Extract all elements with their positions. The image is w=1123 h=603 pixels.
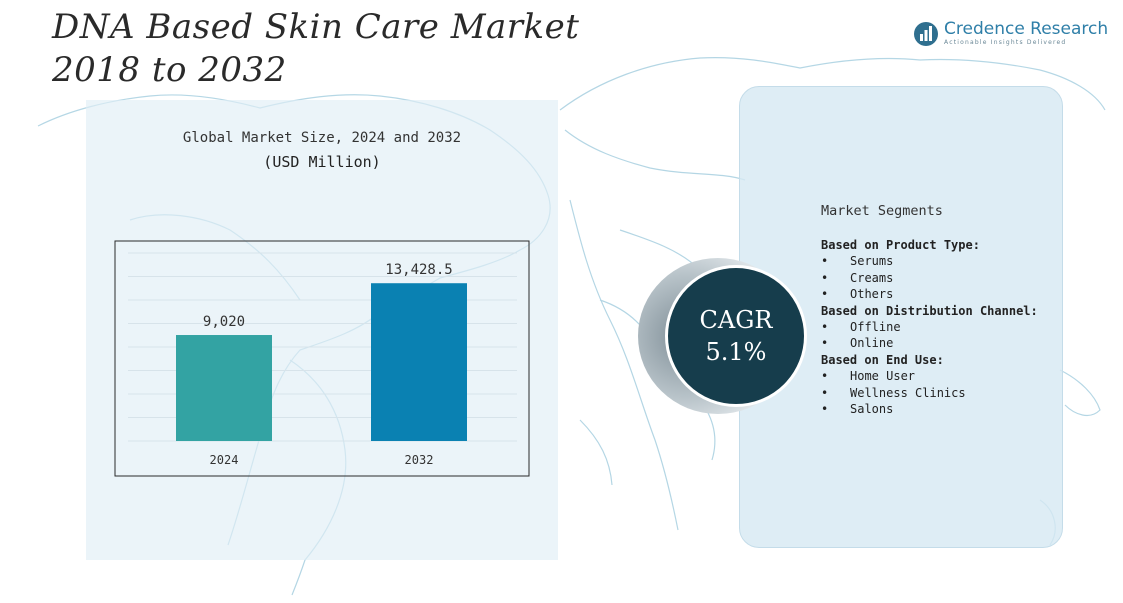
segment-list: Home User Wellness Clinics Salons — [821, 368, 1071, 418]
segment-item: Creams — [821, 270, 1071, 287]
market-size-panel — [86, 100, 558, 560]
segment-group-end-use: Based on End Use: Home User Wellness Cli… — [821, 352, 1071, 418]
segment-item: Others — [821, 286, 1071, 303]
data-label: 9,020 — [203, 314, 245, 330]
segment-item: Salons — [821, 401, 1071, 418]
segment-item: Wellness Clinics — [821, 385, 1071, 402]
cagr-badge: CAGR 5.1% — [665, 265, 807, 407]
chart-frame — [114, 240, 530, 477]
segment-item: Offline — [821, 319, 1071, 336]
segment-list: Offline Online — [821, 319, 1071, 352]
brand-logo: Credence Research Actionable Insights De… — [912, 18, 1108, 50]
segment-item: Online — [821, 335, 1071, 352]
x-tick-label: 2032 — [405, 453, 434, 467]
logo-tagline: Actionable Insights Delivered — [944, 39, 1067, 46]
segment-group-distribution-channel: Based on Distribution Channel: Offline O… — [821, 303, 1071, 353]
cagr-value: 5.1% — [705, 338, 767, 366]
title-line-1: DNA Based Skin Care Market — [52, 7, 580, 47]
segment-group-title: Based on Product Type: — [821, 238, 980, 252]
cagr-label: CAGR — [699, 306, 773, 334]
logo-name: Credence Research — [944, 19, 1109, 39]
page-title: DNA Based Skin Care Market 2018 to 2032 — [52, 6, 579, 92]
segment-group-title: Based on End Use: — [821, 352, 944, 367]
market-segments: Market Segments Based on Product Type: S… — [821, 203, 1071, 418]
segment-list: Serums Creams Others — [821, 253, 1071, 303]
chart-subtitle: (USD Million) — [263, 153, 381, 171]
segments-header: Market Segments — [821, 203, 943, 219]
data-label: 13,428.5 — [385, 262, 452, 278]
chart-title: Global Market Size, 2024 and 2032 — [182, 130, 462, 146]
segment-group-title: Based on Distribution Channel: — [821, 303, 1038, 318]
bar — [176, 335, 272, 441]
credence-logo-icon — [914, 22, 938, 46]
x-tick-label: 2024 — [210, 453, 239, 467]
title-line-2: 2018 to 2032 — [52, 50, 287, 90]
segment-item: Serums — [821, 253, 1071, 270]
segment-item: Home User — [821, 368, 1071, 385]
segment-group-product-type: Based on Product Type: Serums Creams Oth… — [821, 237, 1071, 303]
bar — [371, 283, 467, 441]
